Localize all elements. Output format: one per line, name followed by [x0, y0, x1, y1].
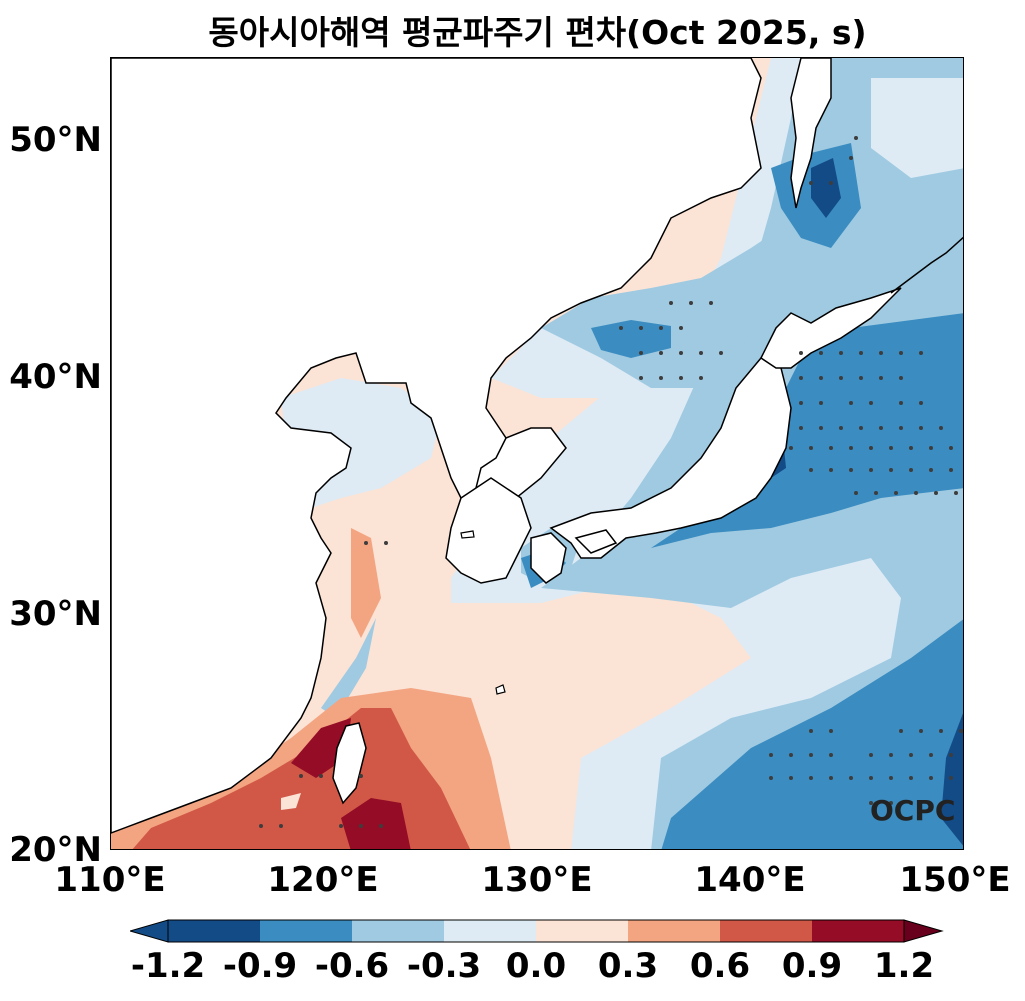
contour-neg-0.9-southeast — [661, 619, 963, 849]
contour-neg-0.3-bohai — [286, 388, 376, 433]
colorbar-bin-8 — [812, 920, 904, 942]
lat-label-50n: 50°N — [9, 120, 102, 160]
colorbar-tick-0.3: 0.3 — [597, 946, 659, 986]
colorbar-tick-0.6: 0.6 — [689, 946, 751, 986]
colorbar-bin-5 — [536, 920, 628, 942]
contour-pos-1.2-south — [341, 798, 411, 849]
colorbar-extend-low — [130, 919, 169, 943]
lat-label-40n: 40°N — [9, 357, 102, 397]
colorbar-tick-neg0.6: -0.6 — [314, 946, 390, 986]
anomaly-map — [110, 57, 964, 850]
colorbar-extend-high — [903, 919, 944, 943]
colorbar-bin-7 — [720, 920, 812, 942]
land-sakhalin — [790, 58, 832, 209]
contour-pos-0.3-gap — [281, 793, 301, 810]
contour-neg-0.9-east-sea — [591, 320, 671, 358]
land-japan-hokkaido — [760, 287, 902, 369]
colorbar-tick-0.0: 0.0 — [505, 946, 567, 986]
land-jeju — [460, 530, 475, 539]
colorbar-bin-3 — [352, 920, 444, 942]
land-china — [111, 58, 762, 834]
land-japan-honshu — [549, 346, 792, 559]
colorbar — [130, 919, 944, 943]
stipple-dots — [259, 136, 963, 828]
land-japan-shikoku — [574, 529, 618, 554]
colorbar-tick-neg0.9: -0.9 — [222, 946, 298, 986]
contour-neg-0.6-taiwan-strait — [321, 618, 376, 718]
contour-pos-0.6-china-coast — [351, 528, 381, 638]
map-title: 동아시아해역 평균파주기 편차(Oct 2025, s) — [208, 13, 867, 52]
colorbar-tick-0.9: 0.9 — [781, 946, 843, 986]
contour-neg-1.2-sakhalin — [811, 158, 841, 218]
land-japan-kyushu — [530, 532, 567, 584]
lat-label-30n: 30°N — [9, 594, 102, 634]
lon-label-140e: 140°E — [694, 860, 806, 900]
contour-neg-0.9 — [651, 313, 963, 548]
colorbar-tick-neg1.2: -1.2 — [130, 946, 206, 986]
lon-label-130e: 130°E — [481, 860, 593, 900]
contour-neg-0.6-okhotsk-light — [871, 78, 963, 178]
land-korea-peninsula — [445, 477, 532, 584]
colorbar-tick-1.2: 1.2 — [873, 946, 935, 986]
lon-label-150e: 150°E — [899, 860, 1011, 900]
colorbar-bin-6 — [628, 920, 720, 942]
ocpc-watermark: OCPC — [870, 794, 956, 827]
colorbar-tick-neg0.3: -0.3 — [406, 946, 482, 986]
map-svg — [111, 58, 963, 849]
lat-label-20n: 20°N — [9, 830, 102, 870]
colorbar-bin-4 — [444, 920, 536, 942]
land-taiwan — [332, 722, 367, 805]
colorbar-bin-1 — [168, 920, 260, 942]
colorbar-outline — [167, 919, 905, 943]
land-okinawa — [495, 684, 506, 695]
colorbar-bin-2 — [260, 920, 352, 942]
land-kuril — [890, 236, 963, 294]
lon-label-120e: 120°E — [267, 860, 379, 900]
lon-label-110e: 110°E — [54, 860, 166, 900]
